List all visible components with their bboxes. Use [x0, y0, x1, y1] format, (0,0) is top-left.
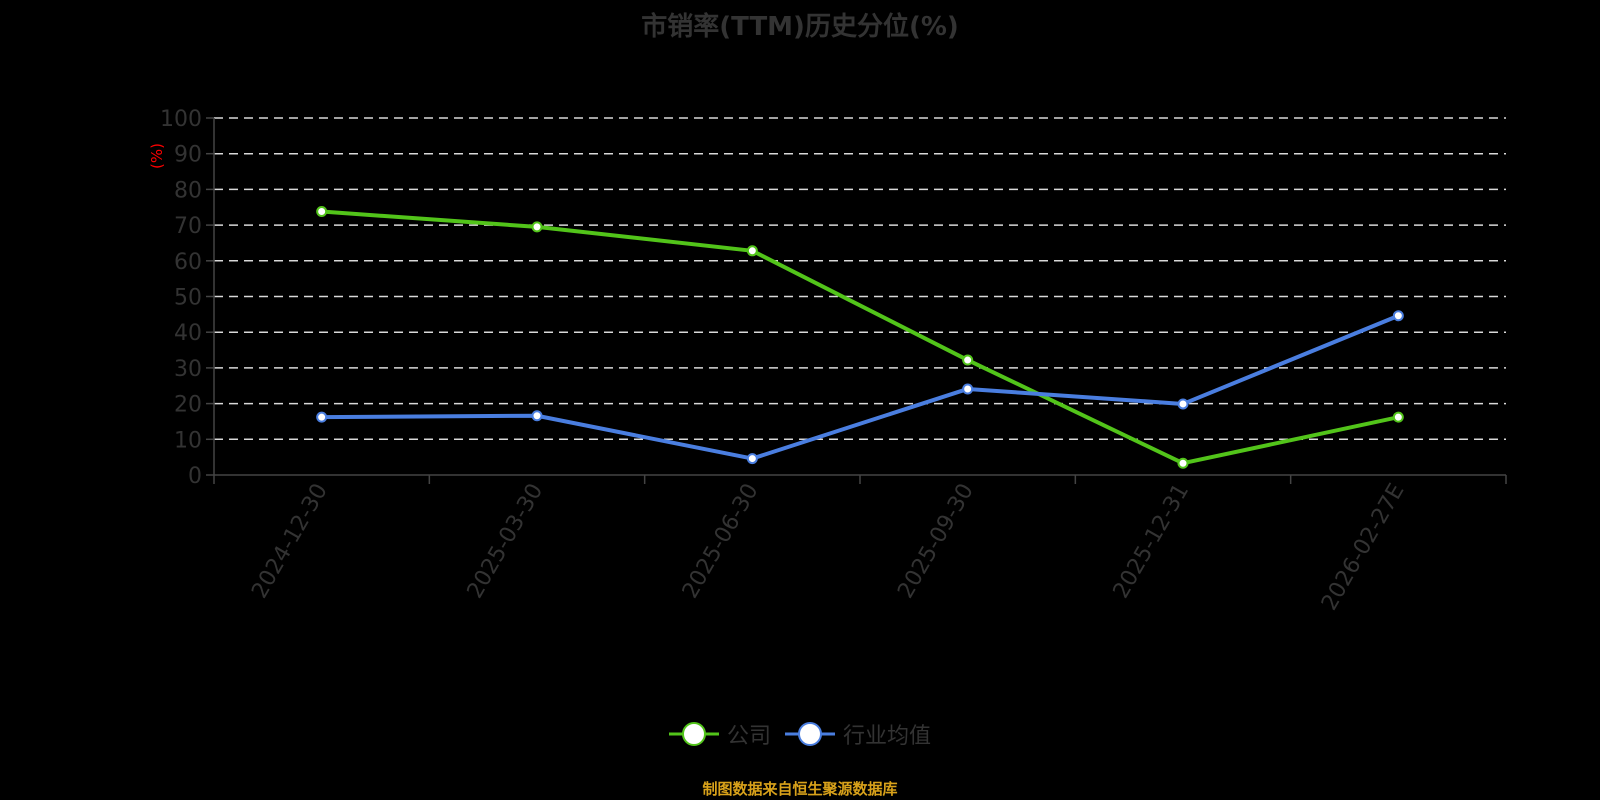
y-axis: 0 10 20 30 40 50 60 70 80 90 100: [160, 107, 215, 489]
x-tick-label: 2025-09-30: [893, 480, 979, 603]
source-note: 制图数据来自恒生聚源数据库: [702, 780, 898, 798]
x-tick-label: 2025-12-31: [1109, 480, 1195, 603]
x-tick-label: 2026-02-27E: [1317, 480, 1410, 615]
y-tick-label: 20: [174, 393, 202, 418]
data-point-industry[interactable]: [316, 411, 328, 423]
legend-item-industry[interactable]: 行业均值: [785, 718, 931, 750]
data-point-industry[interactable]: [746, 453, 758, 465]
data-point-industry[interactable]: [1392, 310, 1404, 322]
x-tick-label: 2025-03-30: [463, 480, 549, 603]
x-tick-label: 2024-12-30: [247, 480, 333, 603]
legend-label-company: 公司: [726, 724, 771, 749]
data-point-industry[interactable]: [962, 383, 974, 395]
y-tick-label: 100: [160, 107, 202, 132]
series-lines: [316, 206, 1404, 469]
legend-label-industry: 行业均值: [843, 724, 932, 749]
series-line-company: [321, 209, 1399, 466]
series-line-industry: [321, 313, 1400, 461]
data-point-company[interactable]: [1392, 411, 1404, 423]
grid-lines: [214, 117, 1506, 441]
legend-marker-company-icon: [668, 722, 719, 746]
data-point-company[interactable]: [316, 206, 328, 218]
legend: 公司 行业均值: [0, 718, 1600, 750]
y-tick-label: 0: [188, 464, 202, 489]
legend-marker-industry-icon: [785, 722, 835, 746]
data-point-company[interactable]: [531, 221, 543, 233]
chart-title: 市销率(TTM)历史分位(%): [641, 12, 959, 42]
y-tick-label: 40: [174, 321, 202, 346]
y-tick-label: 10: [174, 428, 202, 453]
y-tick-label: 70: [174, 214, 202, 239]
y-axis-unit-label: (%): [148, 143, 166, 169]
y-tick-label: 80: [174, 178, 202, 203]
data-point-company[interactable]: [746, 245, 758, 257]
data-point-company[interactable]: [1177, 457, 1189, 469]
y-tick-label: 50: [174, 286, 202, 311]
data-point-industry[interactable]: [1177, 398, 1189, 410]
legend-item-company[interactable]: 公司: [668, 718, 771, 750]
x-tick-label: 2025-06-30: [678, 480, 764, 603]
x-axis: 2024-12-30 2025-03-30 2025-06-30 2025-09-30…: [213, 474, 1507, 615]
y-tick-label: 90: [174, 143, 202, 168]
y-tick-label: 30: [174, 357, 202, 382]
data-point-industry[interactable]: [531, 410, 543, 422]
y-tick-label: 60: [174, 250, 202, 275]
data-point-company[interactable]: [962, 354, 974, 366]
